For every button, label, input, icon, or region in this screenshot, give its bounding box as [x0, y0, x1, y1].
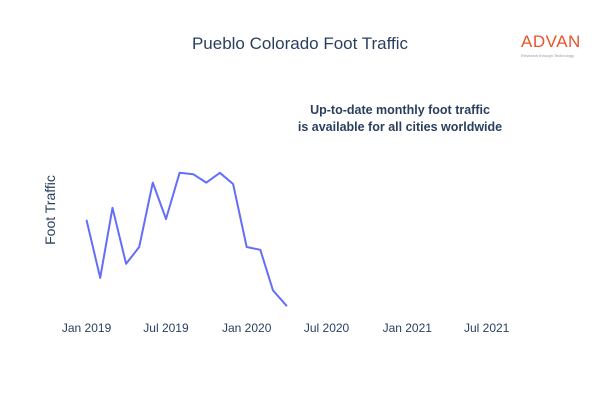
data-point — [232, 183, 234, 185]
data-point — [152, 181, 154, 184]
brand-logo: ADVAN Research through Technology — [521, 32, 591, 58]
x-tick-label: Jan 2020 — [222, 321, 272, 335]
series-line — [85, 171, 288, 307]
data-point — [85, 219, 88, 222]
data-point — [205, 181, 208, 184]
x-tick-label: Jul 2019 — [143, 321, 189, 335]
brand-tagline: Research through Technology — [521, 53, 575, 58]
data-point — [111, 207, 114, 209]
x-tick-label: Jan 2019 — [62, 321, 112, 335]
data-point — [219, 172, 221, 174]
x-tick-label: Jan 2021 — [383, 321, 433, 335]
data-point — [125, 263, 127, 265]
data-point — [178, 172, 181, 174]
data-point — [285, 305, 288, 307]
annotation-line-2: is available for all cities worldwide — [297, 120, 503, 134]
x-tick-label: Jul 2020 — [304, 321, 350, 335]
chart-title: Pueblo Colorado Foot Traffic — [191, 34, 409, 53]
data-point — [192, 173, 194, 175]
data-point — [272, 289, 274, 292]
data-point — [99, 277, 101, 279]
chart-annotation: Up-to-date monthly foot traffic is avail… — [245, 102, 555, 136]
data-point — [165, 218, 167, 220]
annotation-line-1: Up-to-date monthly foot traffic — [310, 103, 490, 117]
data-point — [259, 249, 262, 251]
data-point — [245, 246, 248, 248]
brand-name: ADVAN — [521, 32, 581, 51]
data-point — [138, 246, 141, 248]
x-tick-label: Jul 2021 — [464, 321, 510, 335]
